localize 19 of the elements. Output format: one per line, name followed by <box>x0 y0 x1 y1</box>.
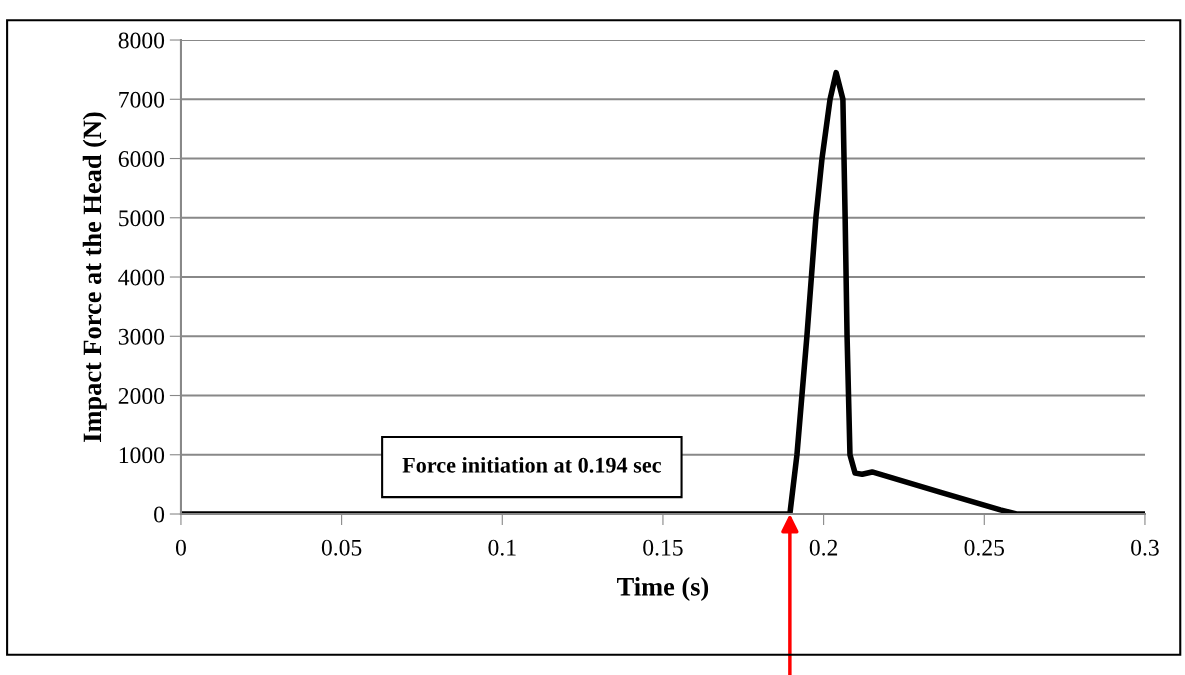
x-tick-label: 0 <box>175 539 186 556</box>
x-tick-label: 0.05 <box>321 539 362 556</box>
y-tick-label: 4000 <box>118 269 165 286</box>
y-tick-label: 0 <box>154 506 165 523</box>
y-tick-label: 1000 <box>119 447 165 464</box>
y-tick-label: 5000 <box>119 210 165 227</box>
x-tick-label: 0.25 <box>964 539 1005 556</box>
x-tick-label: 0.15 <box>643 539 683 556</box>
x-tick-label: 0.1 <box>488 539 516 556</box>
annotation: Force initiation at 0.194 sec <box>402 457 662 473</box>
y-tick-label: 8000 <box>118 32 165 49</box>
x-tick-label: 0.2 <box>809 539 838 556</box>
x-axis-title: Time (s) <box>617 577 709 602</box>
y-tick-label: 3000 <box>118 328 165 345</box>
x-tick-label: 0.3 <box>1131 539 1159 556</box>
y-tick-label: 7000 <box>119 91 165 108</box>
y-tick-label: 6000 <box>118 151 165 167</box>
y-tick-label: 2000 <box>118 388 165 404</box>
y-axis-title: Impact Force at the Head (N) <box>82 112 107 442</box>
